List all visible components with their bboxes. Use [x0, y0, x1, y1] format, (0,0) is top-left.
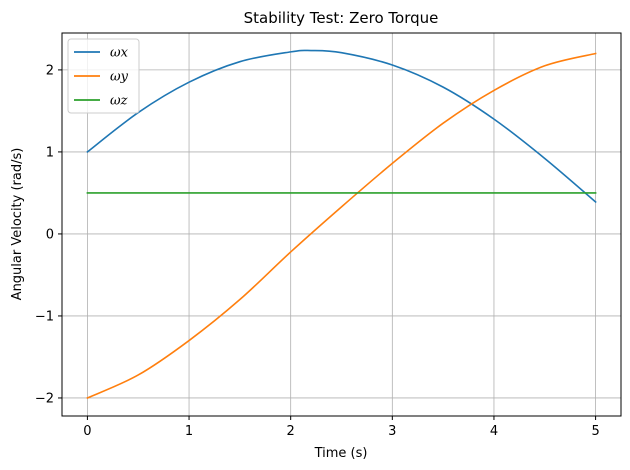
series-line-1: [86, 49, 597, 204]
x-tick-label: 1: [185, 424, 193, 439]
y-tick-label: −1: [35, 309, 54, 324]
legend: ωx ωy ωz: [67, 38, 140, 114]
x-tick-label: 3: [388, 424, 396, 439]
y-tick-label: 1: [46, 145, 54, 160]
plot-series: [86, 49, 597, 400]
plot-frame: [61, 32, 622, 417]
legend-label: ωz: [110, 94, 128, 109]
x-tick-label: 5: [591, 424, 599, 439]
axis-ticks: 0 1 2 3 4 5 −2 −1 0 1 2: [35, 63, 600, 439]
x-tick-label: 2: [287, 424, 295, 439]
chart-title: Stability Test: Zero Torque: [244, 9, 439, 27]
legend-box: [67, 38, 140, 114]
series-line-2: [86, 52, 597, 400]
legend-label: ωx: [110, 46, 129, 61]
x-axis-label: Time (s): [314, 446, 368, 461]
legend-label: ωy: [110, 70, 129, 85]
y-axis-label: Angular Velocity (rad/s): [10, 148, 25, 301]
y-tick-label: 2: [46, 63, 54, 78]
x-tick-label: 0: [83, 424, 91, 439]
grid-lines: [62, 33, 621, 416]
y-tick-label: 0: [46, 227, 54, 242]
y-tick-label: −2: [35, 391, 54, 406]
x-tick-label: 4: [490, 424, 498, 439]
